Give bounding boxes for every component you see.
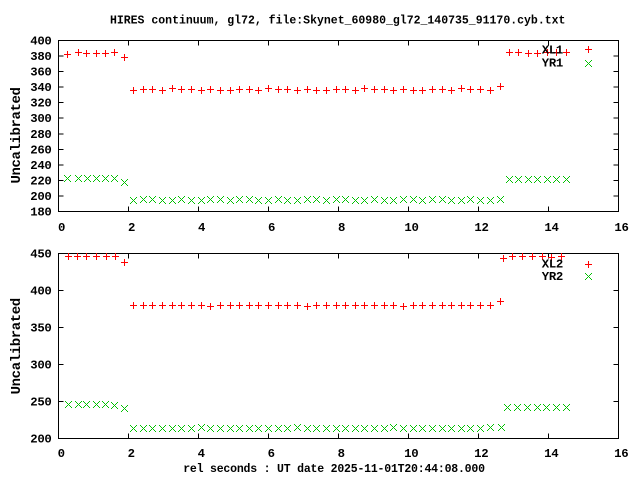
svg-text:0: 0	[58, 221, 65, 235]
svg-text:400: 400	[30, 35, 51, 49]
svg-text:Uncalibrated: Uncalibrated	[9, 87, 25, 183]
svg-text:260: 260	[30, 143, 51, 157]
svg-text:10: 10	[404, 221, 418, 235]
svg-text:12: 12	[474, 447, 488, 461]
svg-text:4: 4	[198, 447, 206, 461]
svg-text:6: 6	[268, 221, 275, 235]
svg-text:4: 4	[198, 221, 206, 235]
svg-text:320: 320	[30, 97, 51, 111]
svg-text:XL2: XL2	[542, 258, 563, 272]
svg-text:250: 250	[30, 396, 51, 410]
svg-text:YR1: YR1	[542, 57, 563, 71]
svg-text:6: 6	[268, 447, 275, 461]
svg-text:0: 0	[58, 447, 65, 461]
svg-text:2: 2	[128, 221, 135, 235]
svg-text:rel seconds : UT date 2025-11-: rel seconds : UT date 2025-11-01T20:44:0…	[183, 463, 485, 476]
svg-text:300: 300	[30, 359, 51, 373]
svg-text:HIRES continuum, gl72, file:Sk: HIRES continuum, gl72, file:Skynet_60980…	[110, 15, 565, 28]
svg-text:XL1: XL1	[542, 44, 563, 58]
svg-text:180: 180	[30, 206, 51, 220]
svg-text:220: 220	[30, 174, 51, 188]
svg-text:200: 200	[30, 190, 51, 204]
svg-text:350: 350	[30, 322, 51, 336]
svg-text:450: 450	[30, 248, 51, 262]
svg-text:400: 400	[30, 285, 51, 299]
svg-text:280: 280	[30, 128, 51, 142]
svg-text:14: 14	[544, 447, 559, 461]
svg-text:360: 360	[30, 66, 51, 80]
svg-text:240: 240	[30, 159, 51, 173]
svg-text:YR2: YR2	[542, 270, 563, 284]
svg-text:10: 10	[404, 447, 418, 461]
svg-text:340: 340	[30, 81, 51, 95]
svg-text:300: 300	[30, 112, 51, 126]
svg-text:8: 8	[338, 447, 345, 461]
svg-text:380: 380	[30, 50, 51, 64]
svg-text:200: 200	[30, 433, 51, 447]
svg-text:14: 14	[544, 221, 559, 235]
svg-text:12: 12	[474, 221, 488, 235]
svg-text:2: 2	[128, 447, 135, 461]
svg-text:8: 8	[338, 221, 345, 235]
svg-text:Uncalibrated: Uncalibrated	[9, 298, 25, 394]
svg-text:16: 16	[614, 447, 628, 461]
svg-text:16: 16	[614, 221, 628, 235]
